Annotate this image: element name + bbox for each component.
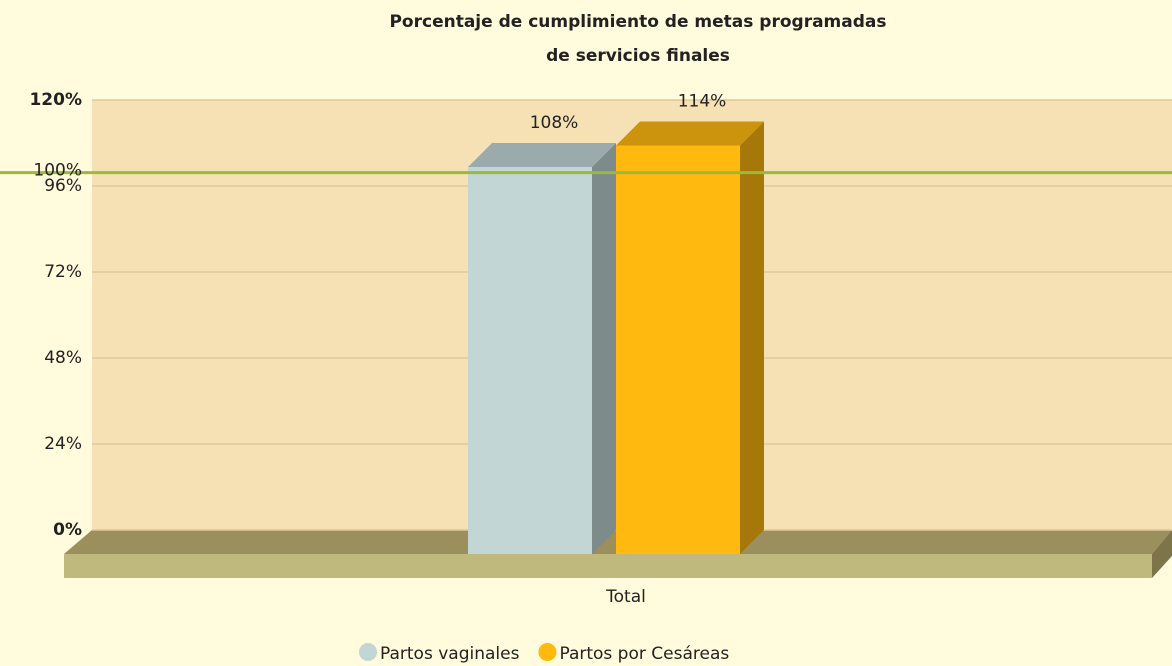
bar-top <box>468 143 616 167</box>
trend-label: 100% <box>33 161 82 181</box>
data-label: 114% <box>678 92 727 112</box>
legend-label: Partos por Cesáreas <box>559 644 729 664</box>
legend-marker <box>538 643 557 661</box>
bar-top <box>616 121 764 146</box>
bar-side <box>592 143 616 554</box>
y-tick-label: 120% <box>29 90 82 110</box>
floor-front <box>64 554 1152 578</box>
y-tick-label: 96% <box>44 176 82 196</box>
y-tick-label: 72% <box>44 262 82 282</box>
x-tick-label: Total <box>605 587 646 607</box>
chart-title: de servicios finales <box>546 46 730 66</box>
y-tick-label: 0% <box>53 520 82 540</box>
floor-side <box>1152 530 1172 578</box>
legend-marker <box>359 643 377 661</box>
y-tick-label: 48% <box>44 348 82 368</box>
bar <box>468 167 592 554</box>
y-tick-label: 24% <box>44 434 82 454</box>
bar <box>616 145 740 554</box>
data-label: 108% <box>530 113 579 133</box>
chart-title: Porcentaje de cumplimiento de metas prog… <box>389 12 886 32</box>
bar-side <box>740 121 764 554</box>
legend-label: Partos vaginales <box>380 644 520 664</box>
